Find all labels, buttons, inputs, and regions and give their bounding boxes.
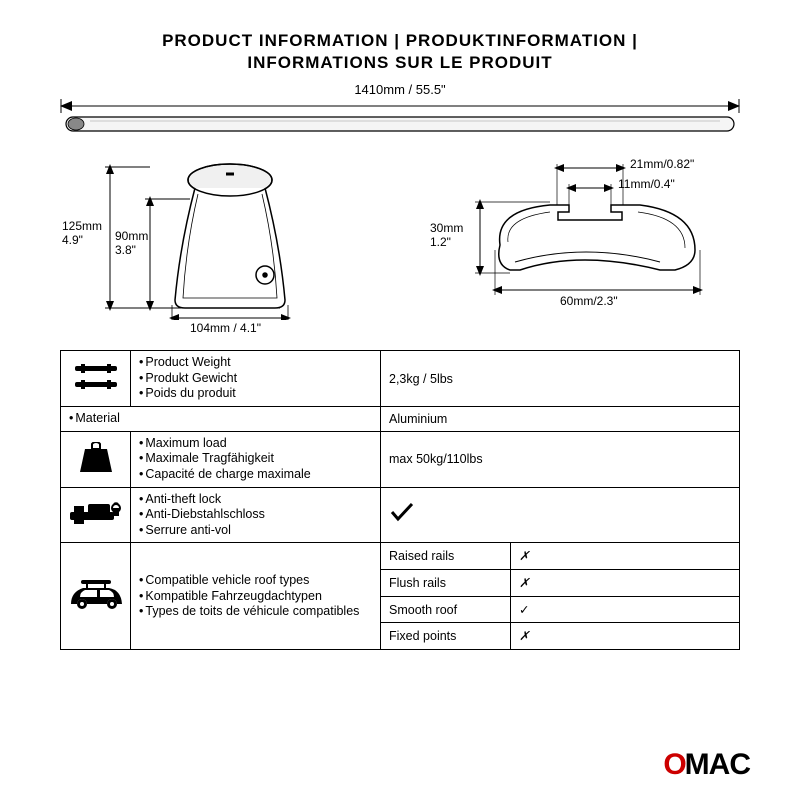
foot-width: 104mm / 4.1" [190,322,261,336]
row-load: Maximum load Maximale Tragfähigkeit Capa… [61,431,740,487]
profile-width: 60mm/2.3" [560,295,618,309]
foot-height-outer: 125mm 4.9" [62,220,102,248]
row-lock: Anti-theft lock Anti-Diebstahlschloss Se… [61,487,740,543]
diagrams-row: 125mm 4.9" 90mm 3.8" 104mm / 4.1" [60,150,740,330]
compat-opt-3-val: ✗ [511,623,740,650]
material-value: Aluminium [381,407,740,432]
compat-opt-1-name: Flush rails [381,570,511,597]
weight-icon [61,351,131,407]
profile-diagram: 21mm/0.82" 11mm/0.4" 30mm 1.2" 60mm/2.3" [420,150,720,330]
material-labels: Material [69,411,372,427]
logo-first-letter: O [663,748,684,781]
top-dimension-label: 1410mm / 55.5" [60,82,740,97]
title-line-1: PRODUCT INFORMATION | PRODUKTINFORMATION… [60,30,740,52]
compat-opt-2-name: Smooth roof [381,597,511,623]
load-labels: Maximum load Maximale Tragfähigkeit Capa… [139,436,372,483]
compat-opt-0-val: ✗ [511,543,740,570]
car-icon [61,543,131,650]
top-dimension-arrow [60,99,740,113]
load-icon [61,431,131,487]
row-weight: Product Weight Produkt Gewicht Poids du … [61,351,740,407]
weight-value: 2,3kg / 5lbs [381,351,740,407]
profile-height: 30mm 1.2" [430,222,463,250]
compat-opt-1-val: ✗ [511,570,740,597]
crossbar-side-view [60,115,740,133]
lock-icon [61,487,131,543]
slot-outer: 21mm/0.82" [630,158,694,172]
compat-labels: Compatible vehicle roof types Kompatible… [139,573,372,620]
title-line-2: INFORMATIONS SUR LE PRODUIT [60,52,740,74]
foot-diagram: 125mm 4.9" 90mm 3.8" 104mm / 4.1" [80,150,380,330]
lock-value [381,487,740,543]
compat-opt-0-name: Raised rails [381,543,511,570]
lock-labels: Anti-theft lock Anti-Diebstahlschloss Se… [139,492,372,539]
row-compat-0: Compatible vehicle roof types Kompatible… [61,543,740,570]
row-material: Material Aluminium [61,407,740,432]
logo-rest: MAC [685,748,750,781]
slot-inner: 11mm/0.4" [618,178,675,192]
brand-logo: OMAC [663,748,750,782]
foot-height-inner: 90mm 3.8" [115,230,148,258]
compat-opt-2-val: ✓ [511,597,740,623]
compat-opt-3-name: Fixed points [381,623,511,650]
weight-labels: Product Weight Produkt Gewicht Poids du … [139,355,372,402]
spec-table: Product Weight Produkt Gewicht Poids du … [60,350,740,650]
page-title: PRODUCT INFORMATION | PRODUKTINFORMATION… [60,30,740,74]
top-dimension-block: 1410mm / 55.5" [60,82,740,132]
load-value: max 50kg/110lbs [381,431,740,487]
